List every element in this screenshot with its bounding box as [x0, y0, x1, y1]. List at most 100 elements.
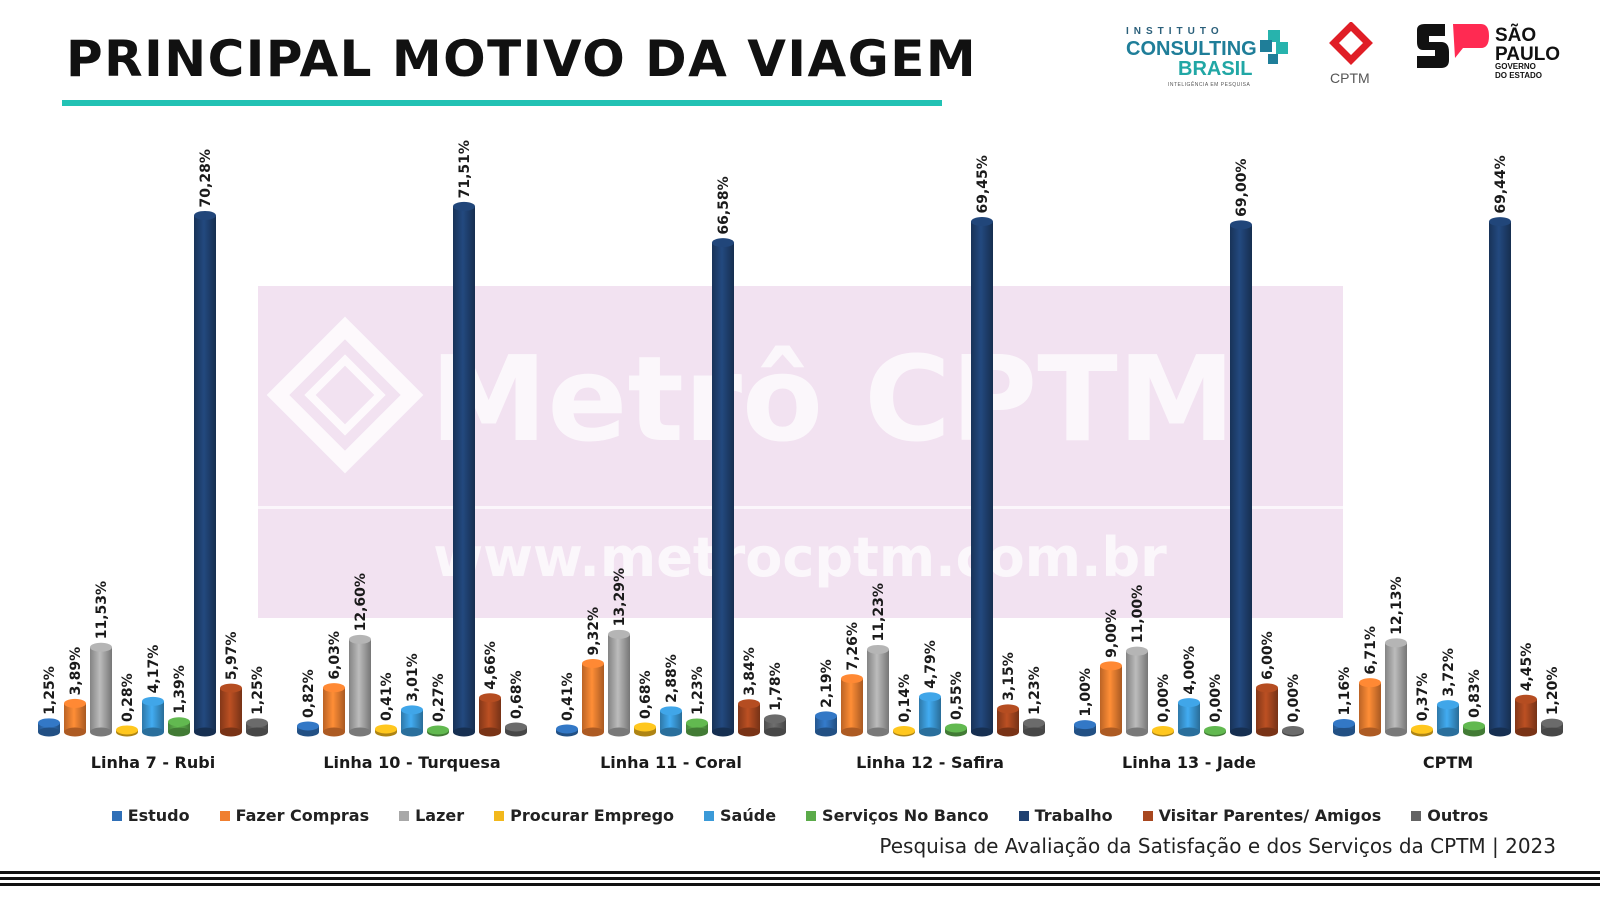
bar-body: [1489, 221, 1511, 732]
bar-base: [1541, 727, 1563, 737]
bar-cap: [297, 721, 319, 731]
data-label: 6,00%: [1260, 631, 1276, 680]
bar-body: [582, 663, 604, 732]
bar-body: [142, 701, 164, 732]
legend-entry: Lazer: [399, 806, 464, 825]
bar-base: [867, 727, 889, 737]
data-label: 4,00%: [1182, 646, 1198, 695]
data-label: 69,00%: [1234, 159, 1250, 217]
bar-cap: [64, 698, 86, 708]
sao-paulo-logo-title: SÃO PAULO: [1495, 26, 1560, 64]
bar-body: [1515, 699, 1537, 732]
chart-bars: [38, 201, 1563, 737]
bar-body: [479, 697, 501, 732]
bar-cap: [660, 706, 682, 716]
bar-cap: [1100, 661, 1122, 671]
bar-cap: [945, 723, 967, 733]
bar-cap: [1282, 726, 1304, 735]
category-label: Linha 13 - Jade: [1122, 753, 1256, 772]
bar: [1152, 726, 1174, 737]
bar: [608, 629, 630, 737]
bar-body: [1230, 224, 1252, 732]
data-label: 3,89%: [68, 647, 84, 696]
bar-base: [1333, 727, 1355, 737]
data-label: 1,23%: [690, 666, 706, 715]
bar-base: [1230, 727, 1252, 737]
bar-cap: [1541, 718, 1563, 728]
bar: [168, 717, 190, 737]
bar-base: [815, 727, 837, 737]
data-label: 2,88%: [664, 654, 680, 703]
bar-base: [738, 727, 760, 737]
data-label: 11,23%: [871, 583, 887, 641]
bar-base: [1489, 727, 1511, 737]
bar: [349, 634, 371, 737]
legend-swatch: [1411, 810, 1422, 821]
bar-body: [220, 688, 242, 732]
bar-base: [582, 727, 604, 737]
bar-base: [1256, 727, 1278, 737]
bar-base: [1359, 727, 1381, 737]
data-label: 0,83%: [1467, 669, 1483, 718]
bar-base: [90, 727, 112, 737]
bar-body: [1126, 651, 1148, 732]
bar-cap: [1256, 683, 1278, 693]
data-label: 11,00%: [1130, 585, 1146, 643]
bar-cap: [738, 699, 760, 709]
cptm-logo-label: CPTM: [1330, 70, 1370, 86]
data-label: 6,03%: [327, 631, 343, 680]
bar: [971, 217, 993, 737]
legend-swatch: [494, 810, 505, 821]
sao-paulo-logo: SÃO PAULO GOVERNO DO ESTADO: [1411, 22, 1576, 88]
bar-cap: [815, 711, 837, 721]
data-label: 0,00%: [1286, 674, 1302, 723]
bar-cap: [479, 693, 501, 703]
bar-base: [401, 727, 423, 737]
watermark-diamond-icon: [266, 316, 424, 474]
legend-label: Fazer Compras: [235, 806, 370, 825]
data-label: 1,25%: [42, 666, 58, 715]
bar: [38, 718, 60, 737]
legend-entry: Estudo: [111, 806, 190, 825]
bar-base: [1126, 727, 1148, 737]
bar: [1359, 678, 1381, 737]
bar-body: [1359, 682, 1381, 732]
bar-base: [997, 727, 1019, 737]
bar-cap: [194, 210, 216, 220]
bar: [1282, 726, 1304, 737]
legend-label: Visitar Parentes/ Amigos: [1158, 806, 1382, 825]
legend-entry: Saúde: [704, 806, 776, 825]
bar-body: [64, 703, 86, 732]
data-label: 1,39%: [172, 665, 188, 714]
bar-cap: [686, 718, 708, 728]
bar-body: [246, 722, 268, 732]
bar-cap: [1411, 724, 1433, 734]
bar-base: [686, 727, 708, 737]
bar-cap: [1126, 646, 1148, 656]
bar-body: [1178, 702, 1200, 732]
legend-label: Saúde: [720, 806, 777, 825]
data-label: 0,37%: [1415, 673, 1431, 722]
bar-base: [323, 727, 345, 737]
bar: [1204, 726, 1226, 737]
bar-cap: [893, 726, 915, 735]
bar-cap: [168, 717, 190, 727]
bar-body: [815, 715, 837, 732]
sp-line1: SÃO: [1495, 25, 1537, 46]
bar: [246, 718, 268, 737]
bar-cap: [427, 725, 449, 735]
data-label: 7,26%: [845, 622, 861, 671]
legend-entry: Fazer Compras: [219, 806, 370, 825]
bar-body: [401, 709, 423, 732]
bar-cap: [1204, 726, 1226, 735]
bar-base: [1074, 727, 1096, 737]
bar-base: [919, 727, 941, 737]
bar-cap: [375, 724, 397, 734]
legend-entry: Trabalho: [1018, 806, 1113, 825]
bar: [1178, 698, 1200, 737]
bar-body: [1100, 665, 1122, 732]
chart-value-labels: 1,25% 3,89% 11,53% 0,28% 4,17% 1,39% 70,28% 5,9…: [42, 140, 1561, 722]
bar-base: [1385, 727, 1407, 737]
bar-cap: [323, 683, 345, 693]
data-label: 0,14%: [897, 674, 913, 723]
